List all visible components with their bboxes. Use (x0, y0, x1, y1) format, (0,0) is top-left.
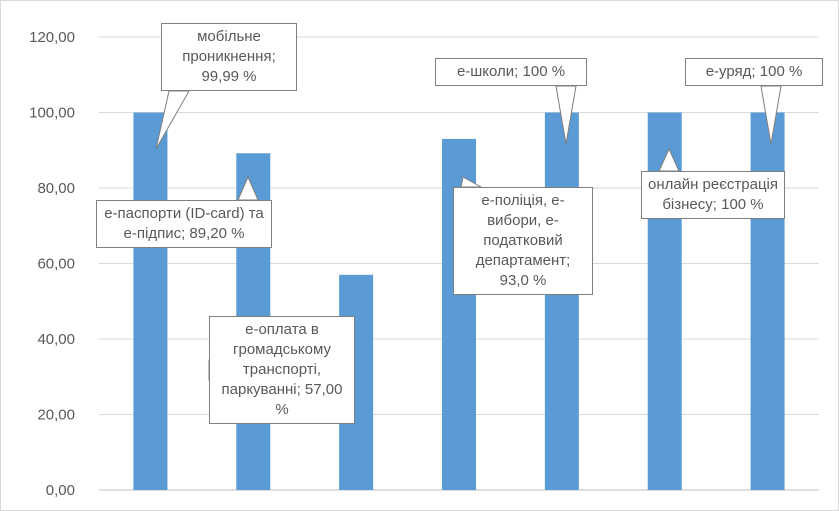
data-label: мобільне проникнення; 99,99 % (161, 23, 297, 91)
y-tick-label: 0,00 (46, 482, 75, 499)
bar (751, 113, 785, 491)
data-label: онлайн реєстрація бізнесу; 100 % (641, 171, 785, 219)
data-label: е-поліція, е-вибори, е-податковий департ… (453, 187, 593, 295)
y-tick-label: 120,00 (29, 29, 75, 46)
y-tick-label: 40,00 (37, 331, 75, 348)
y-tick-label: 100,00 (29, 105, 75, 122)
y-tick-label: 80,00 (37, 180, 75, 197)
y-tick-label: 20,00 (37, 407, 75, 424)
data-label: е-паспорти (ID-card) та е-підпис; 89,20 … (96, 200, 272, 248)
data-label: е-оплата в громадському транспорті, парк… (209, 316, 355, 424)
data-label: е-школи; 100 % (435, 58, 587, 86)
y-tick-label: 60,00 (37, 256, 75, 273)
bar (133, 113, 167, 490)
bar (545, 113, 579, 491)
data-label: е-уряд; 100 % (685, 58, 823, 86)
